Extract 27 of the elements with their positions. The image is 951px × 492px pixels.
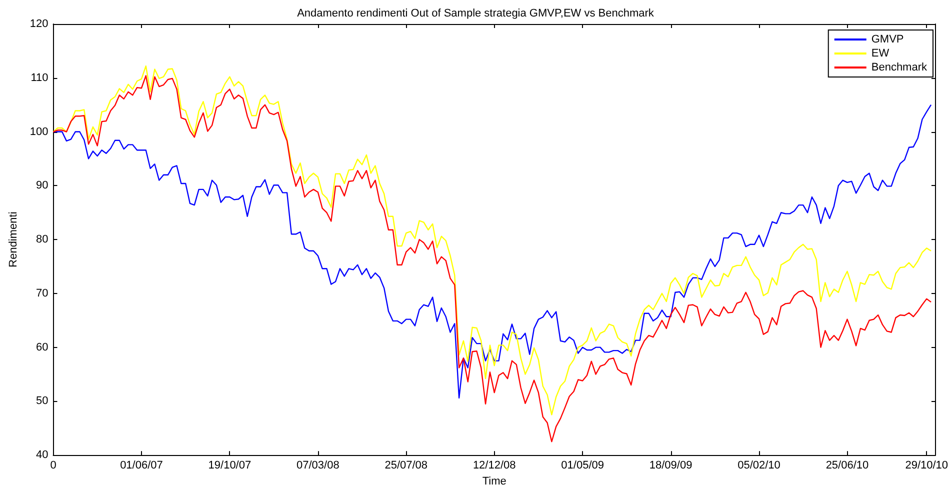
y-tick-label: 120 [30,18,48,30]
y-tick-label: 40 [36,449,48,462]
x-tick-label: 29/10/10 [905,460,948,472]
y-tick-label: 70 [36,287,48,300]
x-tick-label: 01/05/09 [561,460,604,472]
x-tick-label: 25/06/10 [826,460,869,472]
legend-label: EW [871,48,890,60]
line-series [52,104,932,399]
y-axis-title: Rendimenti [8,212,20,268]
y-tick-label: 60 [36,341,48,354]
x-tick-label: 05/02/10 [738,460,780,472]
x-tick-label: 0 [50,460,56,472]
x-tick-label: 18/09/09 [649,460,692,472]
x-tick-label: 19/10/07 [208,460,252,472]
y-tick-label: 80 [36,234,48,246]
x-tick-label: 07/03/08 [296,460,340,472]
x-tick-label: 12/12/08 [472,460,516,472]
chart-title: Andamento rendimenti Out of Sample strategia GMVP,EW vs Benchmark [297,8,654,20]
legend-label: GMVP [871,34,904,46]
x-axis-title: Time [482,476,506,488]
legend-label: Benchmark [871,62,928,74]
y-tick-label: 100 [30,126,48,138]
y-tick-label: 90 [36,180,48,192]
x-tick-label: 25/07/08 [384,460,428,472]
y-tick-label: 50 [36,395,48,408]
x-tick-label: 01/06/07 [120,460,163,472]
y-tick-label: 110 [30,72,48,84]
